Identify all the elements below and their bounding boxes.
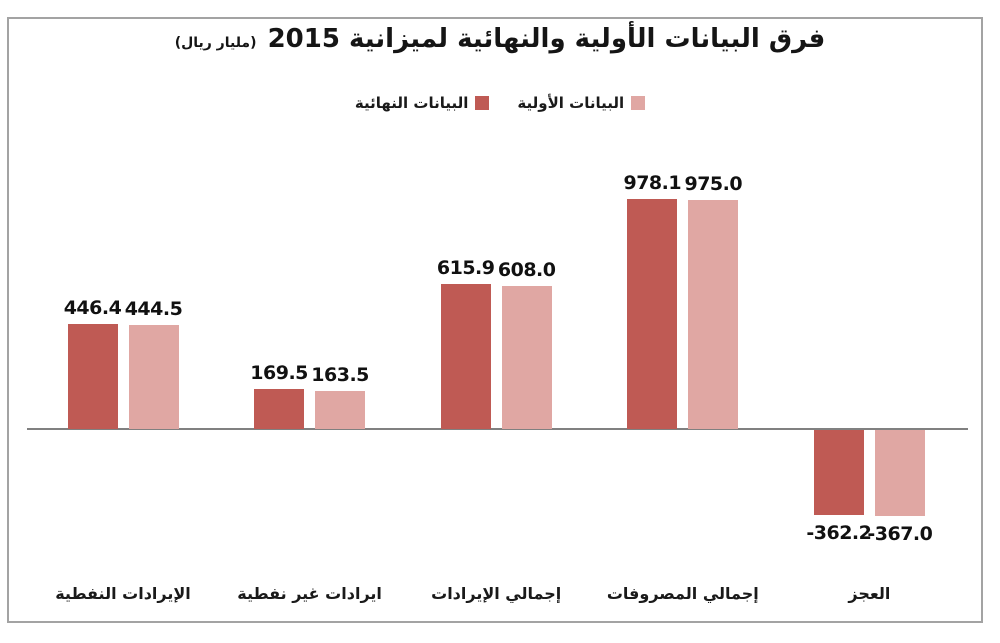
bar-final-0 [67,324,118,429]
legend-label-final: البيانات النهائية [354,94,469,112]
value-label-final-0: 446.4 [63,297,122,320]
bar-final-2 [440,284,491,429]
value-label-final-4: -362.2 [806,522,872,545]
legend-swatch-final-icon [475,96,490,110]
bar-preliminary-1 [315,390,366,429]
x-axis-line [27,428,968,430]
chart-border-frame [7,17,983,623]
value-label-preliminary-1: 163.5 [311,363,369,386]
value-label-preliminary-3: 975.0 [684,172,743,195]
value-label-final-2: 615.9 [436,257,495,280]
category-label-4: العجز [848,584,891,603]
legend-item-final: البيانات النهائية [355,94,490,112]
value-label-preliminary-2: 608.0 [497,259,556,282]
legend-item-preliminary: البيانات الأولية [517,94,646,112]
legend-label-preliminary: البيانات الأولية [517,94,625,112]
bar-final-3 [627,199,678,429]
legend-swatch-preliminary-icon [631,96,646,110]
chart-title-unit: (مليار ريال) [174,35,257,51]
value-label-preliminary-0: 444.5 [124,297,183,320]
chart-legend: البيانات الأولية البيانات النهائية [0,94,1000,112]
value-label-final-3: 978.1 [623,172,682,195]
value-label-final-1: 169.5 [250,362,308,385]
category-label-3: إجمالي المصروفات [606,584,759,603]
value-label-preliminary-4: -367.0 [867,523,933,546]
category-label-1: ايرادات غير نفطية [237,584,382,603]
bar-final-1 [254,389,305,429]
category-label-2: إجمالي الإيرادات [431,584,562,603]
chart-title-text: فرق البيانات الأولية والنهائية لميزانية … [267,24,826,54]
bar-preliminary-4 [874,430,925,517]
bar-preliminary-3 [688,199,739,429]
bar-preliminary-0 [128,324,179,429]
category-label-0: الإيرادات النفطية [55,584,191,603]
bar-preliminary-2 [501,286,552,429]
chart-title: فرق البيانات الأولية والنهائية لميزانية … [0,24,1000,54]
bar-final-4 [813,430,864,516]
